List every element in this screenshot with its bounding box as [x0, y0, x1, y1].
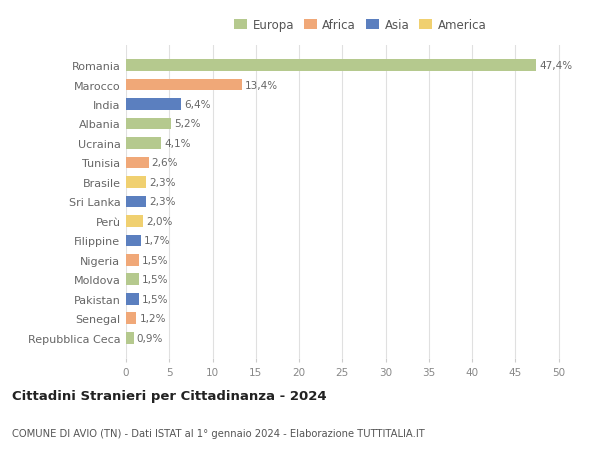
Legend: Europa, Africa, Asia, America: Europa, Africa, Asia, America — [229, 15, 491, 37]
Text: 13,4%: 13,4% — [245, 80, 278, 90]
Bar — [126, 118, 171, 130]
Text: 1,5%: 1,5% — [142, 274, 169, 285]
Text: 4,1%: 4,1% — [164, 139, 191, 149]
Text: 2,0%: 2,0% — [146, 216, 173, 226]
Text: 6,4%: 6,4% — [184, 100, 211, 110]
Bar — [126, 235, 141, 246]
Bar — [126, 313, 136, 325]
Text: COMUNE DI AVIO (TN) - Dati ISTAT al 1° gennaio 2024 - Elaborazione TUTTITALIA.IT: COMUNE DI AVIO (TN) - Dati ISTAT al 1° g… — [12, 428, 425, 438]
Bar — [126, 138, 161, 150]
Bar — [126, 254, 139, 266]
Bar — [126, 216, 143, 227]
Bar — [126, 79, 242, 91]
Bar — [126, 60, 536, 72]
Bar — [126, 157, 149, 169]
Bar — [126, 332, 134, 344]
Text: 1,7%: 1,7% — [144, 236, 170, 246]
Bar — [126, 99, 181, 111]
Text: Cittadini Stranieri per Cittadinanza - 2024: Cittadini Stranieri per Cittadinanza - 2… — [12, 389, 326, 403]
Bar — [126, 293, 139, 305]
Text: 2,3%: 2,3% — [149, 178, 175, 188]
Text: 2,3%: 2,3% — [149, 197, 175, 207]
Bar — [126, 274, 139, 285]
Text: 1,2%: 1,2% — [139, 313, 166, 324]
Text: 0,9%: 0,9% — [137, 333, 163, 343]
Text: 1,5%: 1,5% — [142, 255, 169, 265]
Text: 2,6%: 2,6% — [152, 158, 178, 168]
Text: 47,4%: 47,4% — [539, 61, 572, 71]
Bar — [126, 177, 146, 188]
Text: 1,5%: 1,5% — [142, 294, 169, 304]
Text: 5,2%: 5,2% — [174, 119, 200, 129]
Bar — [126, 196, 146, 208]
